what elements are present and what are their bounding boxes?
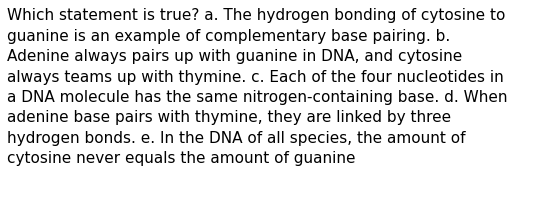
Text: Which statement is true? a. The hydrogen bonding of cytosine to
guanine is an ex: Which statement is true? a. The hydrogen… — [7, 8, 508, 166]
